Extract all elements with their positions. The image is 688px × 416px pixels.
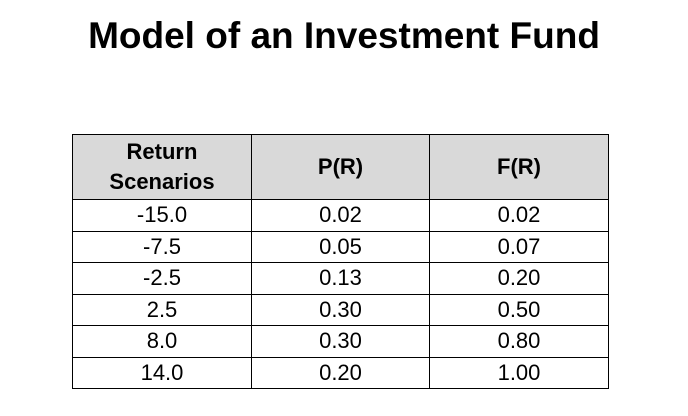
table-header-row: Return Scenarios P(R) F(R) (72, 134, 609, 200)
cell-probability: 0.30 (251, 293, 430, 326)
table-row: 2.5 0.30 0.50 (72, 293, 609, 326)
cell-probability: 0.02 (251, 199, 430, 232)
cell-return: 14.0 (72, 356, 252, 389)
header-cumulative: F(R) (429, 134, 609, 200)
cell-probability: 0.20 (251, 356, 430, 389)
header-return-line2: Scenarios (109, 169, 215, 194)
cell-return: 2.5 (72, 293, 252, 326)
table-row: 14.0 0.20 1.00 (72, 356, 609, 389)
table-row: -15.0 0.02 0.02 (72, 199, 609, 232)
header-return-scenarios: Return Scenarios (72, 134, 252, 200)
cell-return: -2.5 (72, 262, 252, 295)
table-row: 8.0 0.30 0.80 (72, 325, 609, 358)
cell-cumulative: 0.20 (429, 262, 609, 295)
cell-probability: 0.05 (251, 230, 430, 263)
cell-cumulative: 0.07 (429, 230, 609, 263)
cell-cumulative: 1.00 (429, 356, 609, 389)
cell-cumulative: 0.02 (429, 199, 609, 232)
cell-cumulative: 0.50 (429, 293, 609, 326)
header-probability: P(R) (251, 134, 430, 200)
cell-probability: 0.13 (251, 262, 430, 295)
page-title: Model of an Investment Fund (88, 15, 600, 56)
cell-return: -7.5 (72, 230, 252, 263)
header-return-line1: Return (126, 139, 198, 164)
table-row: -7.5 0.05 0.07 (72, 230, 609, 263)
table-row: -2.5 0.13 0.20 (72, 262, 609, 295)
cell-return: 8.0 (72, 325, 252, 358)
cell-return: -15.0 (72, 199, 252, 232)
fund-table: Return Scenarios P(R) F(R) -15.0 0.02 0.… (72, 134, 609, 389)
cell-probability: 0.30 (251, 325, 430, 358)
cell-cumulative: 0.80 (429, 325, 609, 358)
